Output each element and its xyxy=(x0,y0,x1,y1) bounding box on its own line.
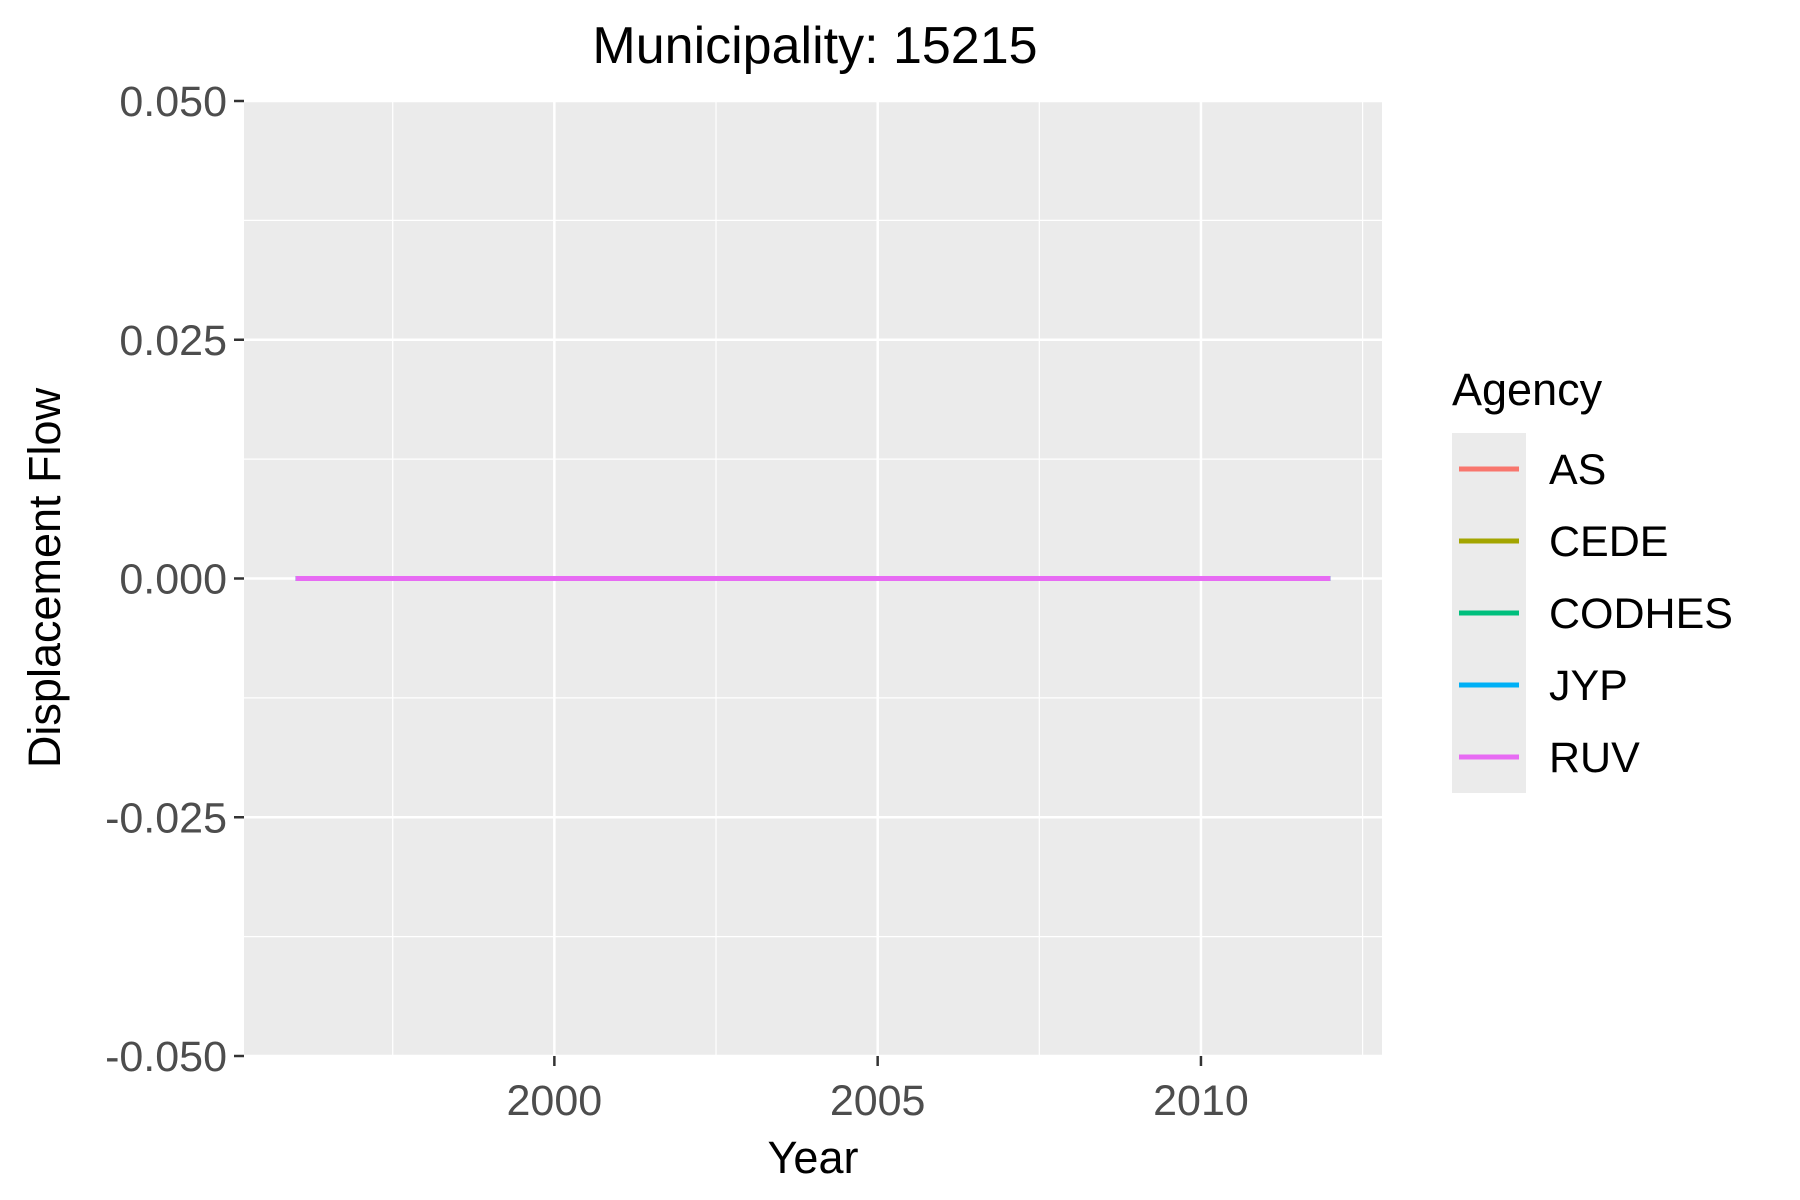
x-tick-label: 2010 xyxy=(1153,1077,1249,1125)
x-axis: 2000 2005 2010 xyxy=(507,1056,1249,1125)
y-tick-label: 0.000 xyxy=(119,556,227,604)
legend-label-jyp: JYP xyxy=(1549,662,1628,710)
x-axis-title: Year xyxy=(768,1132,859,1183)
legend-items: AS CEDE CODHES JYP RUV xyxy=(1452,433,1733,793)
legend-title: Agency xyxy=(1452,364,1603,415)
x-tick-label: 2000 xyxy=(507,1077,603,1125)
y-tick-label: -0.050 xyxy=(105,1033,227,1081)
y-tick-label: 0.025 xyxy=(119,317,227,365)
chart-title: Municipality: 15215 xyxy=(592,17,1037,75)
legend-label-codhes: CODHES xyxy=(1549,590,1733,638)
legend-label-ruv: RUV xyxy=(1549,734,1640,782)
legend-label-cede: CEDE xyxy=(1549,518,1668,566)
y-axis: -0.050 -0.025 0.000 0.025 0.050 xyxy=(105,78,244,1081)
y-axis-title: Displacement Flow xyxy=(19,387,70,768)
x-tick-label: 2005 xyxy=(830,1077,926,1125)
legend-label-as: AS xyxy=(1549,446,1606,494)
legend: Agency AS CEDE CODHES JYP RUV xyxy=(1452,364,1733,793)
y-tick-label: 0.050 xyxy=(119,78,227,126)
y-tick-label: -0.025 xyxy=(105,794,227,842)
